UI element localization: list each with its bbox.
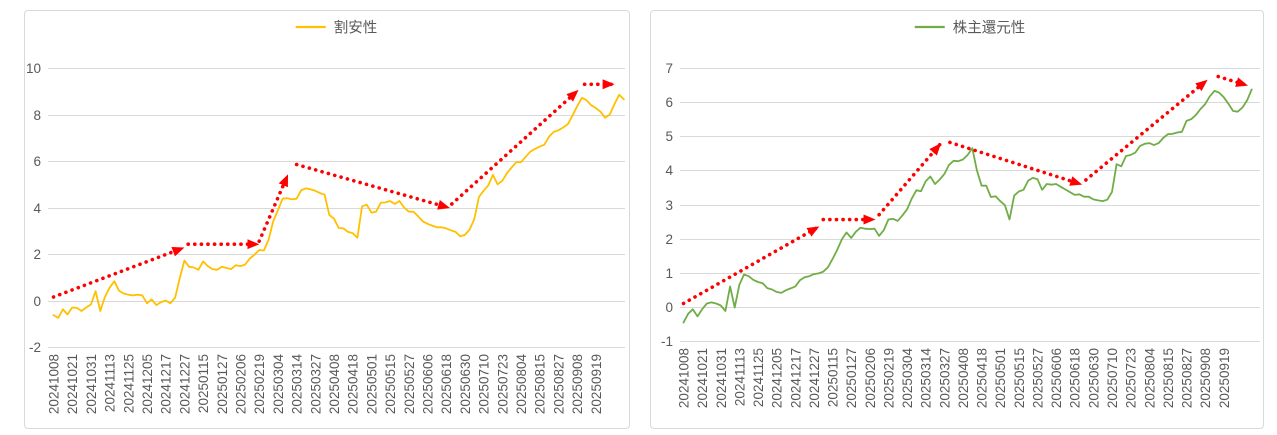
y-axis-tick-label: -1 bbox=[661, 334, 673, 349]
x-axis-tick-label: 20241113 bbox=[732, 348, 747, 406]
x-axis-tick-label: 20241113 bbox=[103, 354, 118, 412]
x-axis-tick-label: 20250314 bbox=[919, 348, 934, 409]
undervaluation-line-chart: 10 8 6 4 2 0 -2 20241008 20241021 20241031 2024111… bbox=[26, 20, 625, 415]
x-axis-tick-label: 20241217 bbox=[788, 348, 803, 408]
x-axis-tick-label: 20241125 bbox=[751, 348, 766, 407]
y-axis-tick-label: 6 bbox=[33, 154, 41, 169]
x-axis-tick-label: 20250127 bbox=[215, 354, 230, 414]
trend-arrow-segment bbox=[1216, 74, 1249, 87]
x-axis-tick-label: 20250919 bbox=[589, 354, 604, 414]
x-axis-tick-label: 20250418 bbox=[346, 354, 361, 414]
x-axis-tick-label: 20250206 bbox=[234, 354, 249, 414]
trend-arrow-segment bbox=[450, 89, 579, 206]
chart-panel-undervaluation: 10 8 6 4 2 0 -2 20241008 20241021 20241031 2024111… bbox=[24, 10, 630, 429]
y-axis-tick-label: 10 bbox=[26, 61, 41, 76]
legend-label: 割安性 bbox=[334, 20, 378, 37]
x-axis-tick-label: 20241008 bbox=[677, 348, 692, 408]
x-axis-tick-label: 20250919 bbox=[1217, 348, 1232, 408]
x-axis-tick-label: 20241021 bbox=[695, 348, 710, 408]
y-axis-tick-label: 0 bbox=[33, 294, 41, 309]
y-axis-tick-label: 2 bbox=[33, 247, 41, 262]
x-axis-tick-label: 20250304 bbox=[271, 354, 286, 415]
y-axis-tick-label: 5 bbox=[665, 129, 673, 144]
series-line bbox=[682, 88, 1253, 324]
x-axis-tick-label: 20250408 bbox=[956, 348, 971, 408]
x-axis-tick-label: 20250815 bbox=[533, 354, 548, 414]
x-axis-tick-label: 20241008 bbox=[47, 354, 62, 414]
x-axis-tick-label: 20250304 bbox=[900, 348, 915, 409]
x-axis-tick-label: 20241021 bbox=[65, 354, 80, 414]
x-axis-tick-label: 20250501 bbox=[993, 348, 1008, 408]
x-axis-tick-label: 20241031 bbox=[84, 354, 99, 414]
x-axis-tick-label: 20241227 bbox=[807, 348, 822, 408]
x-axis-tick-label: 20250804 bbox=[514, 354, 529, 415]
y-axis-tick-label: 8 bbox=[33, 108, 41, 123]
trend-arrow-segment bbox=[681, 225, 820, 306]
x-axis-tick-label: 20250515 bbox=[383, 354, 398, 414]
y-axis-tick-label: 3 bbox=[665, 198, 673, 213]
x-axis-tick-label: 20250723 bbox=[495, 354, 510, 414]
x-axis-tick-label: 20250606 bbox=[1049, 348, 1064, 408]
x-axis-tick-label: 20250630 bbox=[1086, 348, 1101, 408]
x-axis-tick-label: 20250527 bbox=[1030, 348, 1045, 408]
x-axis-tick-label: 20250815 bbox=[1161, 348, 1176, 408]
y-axis-tick-label: -2 bbox=[29, 340, 41, 355]
legend-label: 株主還元性 bbox=[953, 20, 1026, 37]
x-axis-tick-label: 20250219 bbox=[881, 348, 896, 408]
x-axis-tick-label: 20250314 bbox=[290, 354, 305, 415]
x-axis-tick-label: 20250327 bbox=[937, 348, 952, 408]
x-axis-tick-label: 20241205 bbox=[140, 354, 155, 414]
x-axis-tick-label: 20250501 bbox=[364, 354, 379, 414]
x-axis-tick-label: 20250908 bbox=[570, 354, 585, 414]
x-axis-tick-label: 20250908 bbox=[1198, 348, 1213, 408]
y-axis-tick-label: 0 bbox=[665, 300, 673, 315]
x-axis-tick-label: 20250408 bbox=[327, 354, 342, 414]
x-axis-tick-label: 20250418 bbox=[975, 348, 990, 408]
x-axis-tick-label: 20250327 bbox=[308, 354, 323, 414]
y-axis-tick-label: 1 bbox=[665, 266, 673, 281]
x-axis-tick-label: 20250127 bbox=[844, 348, 859, 408]
series-line bbox=[52, 93, 625, 319]
x-axis-tick-label: 20241205 bbox=[770, 348, 785, 408]
x-axis-tick-label: 20250606 bbox=[421, 354, 436, 414]
trend-arrow-segment bbox=[257, 174, 290, 244]
x-axis-tick-label: 20250219 bbox=[252, 354, 267, 414]
trend-arrow-segment bbox=[948, 140, 1083, 186]
y-axis-tick-label: 7 bbox=[665, 61, 673, 76]
chart-panel-shareholder-return: 7 6 5 4 3 2 1 0 -1 20241008 20241021 20241031 202411… bbox=[650, 10, 1264, 429]
trend-arrow-segment bbox=[1084, 79, 1208, 182]
x-axis-tick-label: 20250115 bbox=[196, 354, 211, 413]
trend-arrow-segment bbox=[294, 162, 450, 210]
x-axis-tick-label: 20241227 bbox=[177, 354, 192, 414]
trend-arrow-segment bbox=[877, 142, 942, 217]
x-axis-tick-label: 20250527 bbox=[402, 354, 417, 414]
y-axis-tick-label: 4 bbox=[665, 163, 673, 178]
y-axis-tick-label: 6 bbox=[665, 95, 673, 110]
x-axis-tick-label: 20250804 bbox=[1142, 348, 1157, 409]
x-axis-tick-label: 20241217 bbox=[159, 354, 174, 414]
x-axis-tick-label: 20250827 bbox=[1180, 348, 1195, 408]
x-axis-tick-label: 20250827 bbox=[551, 354, 566, 414]
x-axis-tick-label: 20250206 bbox=[863, 348, 878, 408]
x-axis-tick-label: 20250618 bbox=[439, 354, 454, 414]
x-axis-tick-label: 20250115 bbox=[826, 348, 841, 407]
x-axis-tick-label: 20241125 bbox=[121, 354, 136, 413]
x-axis-tick-label: 20250515 bbox=[1012, 348, 1027, 408]
x-axis-tick-label: 20250630 bbox=[458, 354, 473, 414]
x-axis-tick-label: 20250618 bbox=[1068, 348, 1083, 408]
y-axis-tick-label: 4 bbox=[33, 201, 41, 216]
x-axis-tick-label: 20241031 bbox=[714, 348, 729, 408]
x-axis-tick-label: 20250723 bbox=[1124, 348, 1139, 408]
y-axis-tick-label: 2 bbox=[665, 232, 673, 247]
x-axis-tick-label: 20250710 bbox=[477, 354, 492, 414]
x-axis-tick-label: 20250710 bbox=[1105, 348, 1120, 408]
